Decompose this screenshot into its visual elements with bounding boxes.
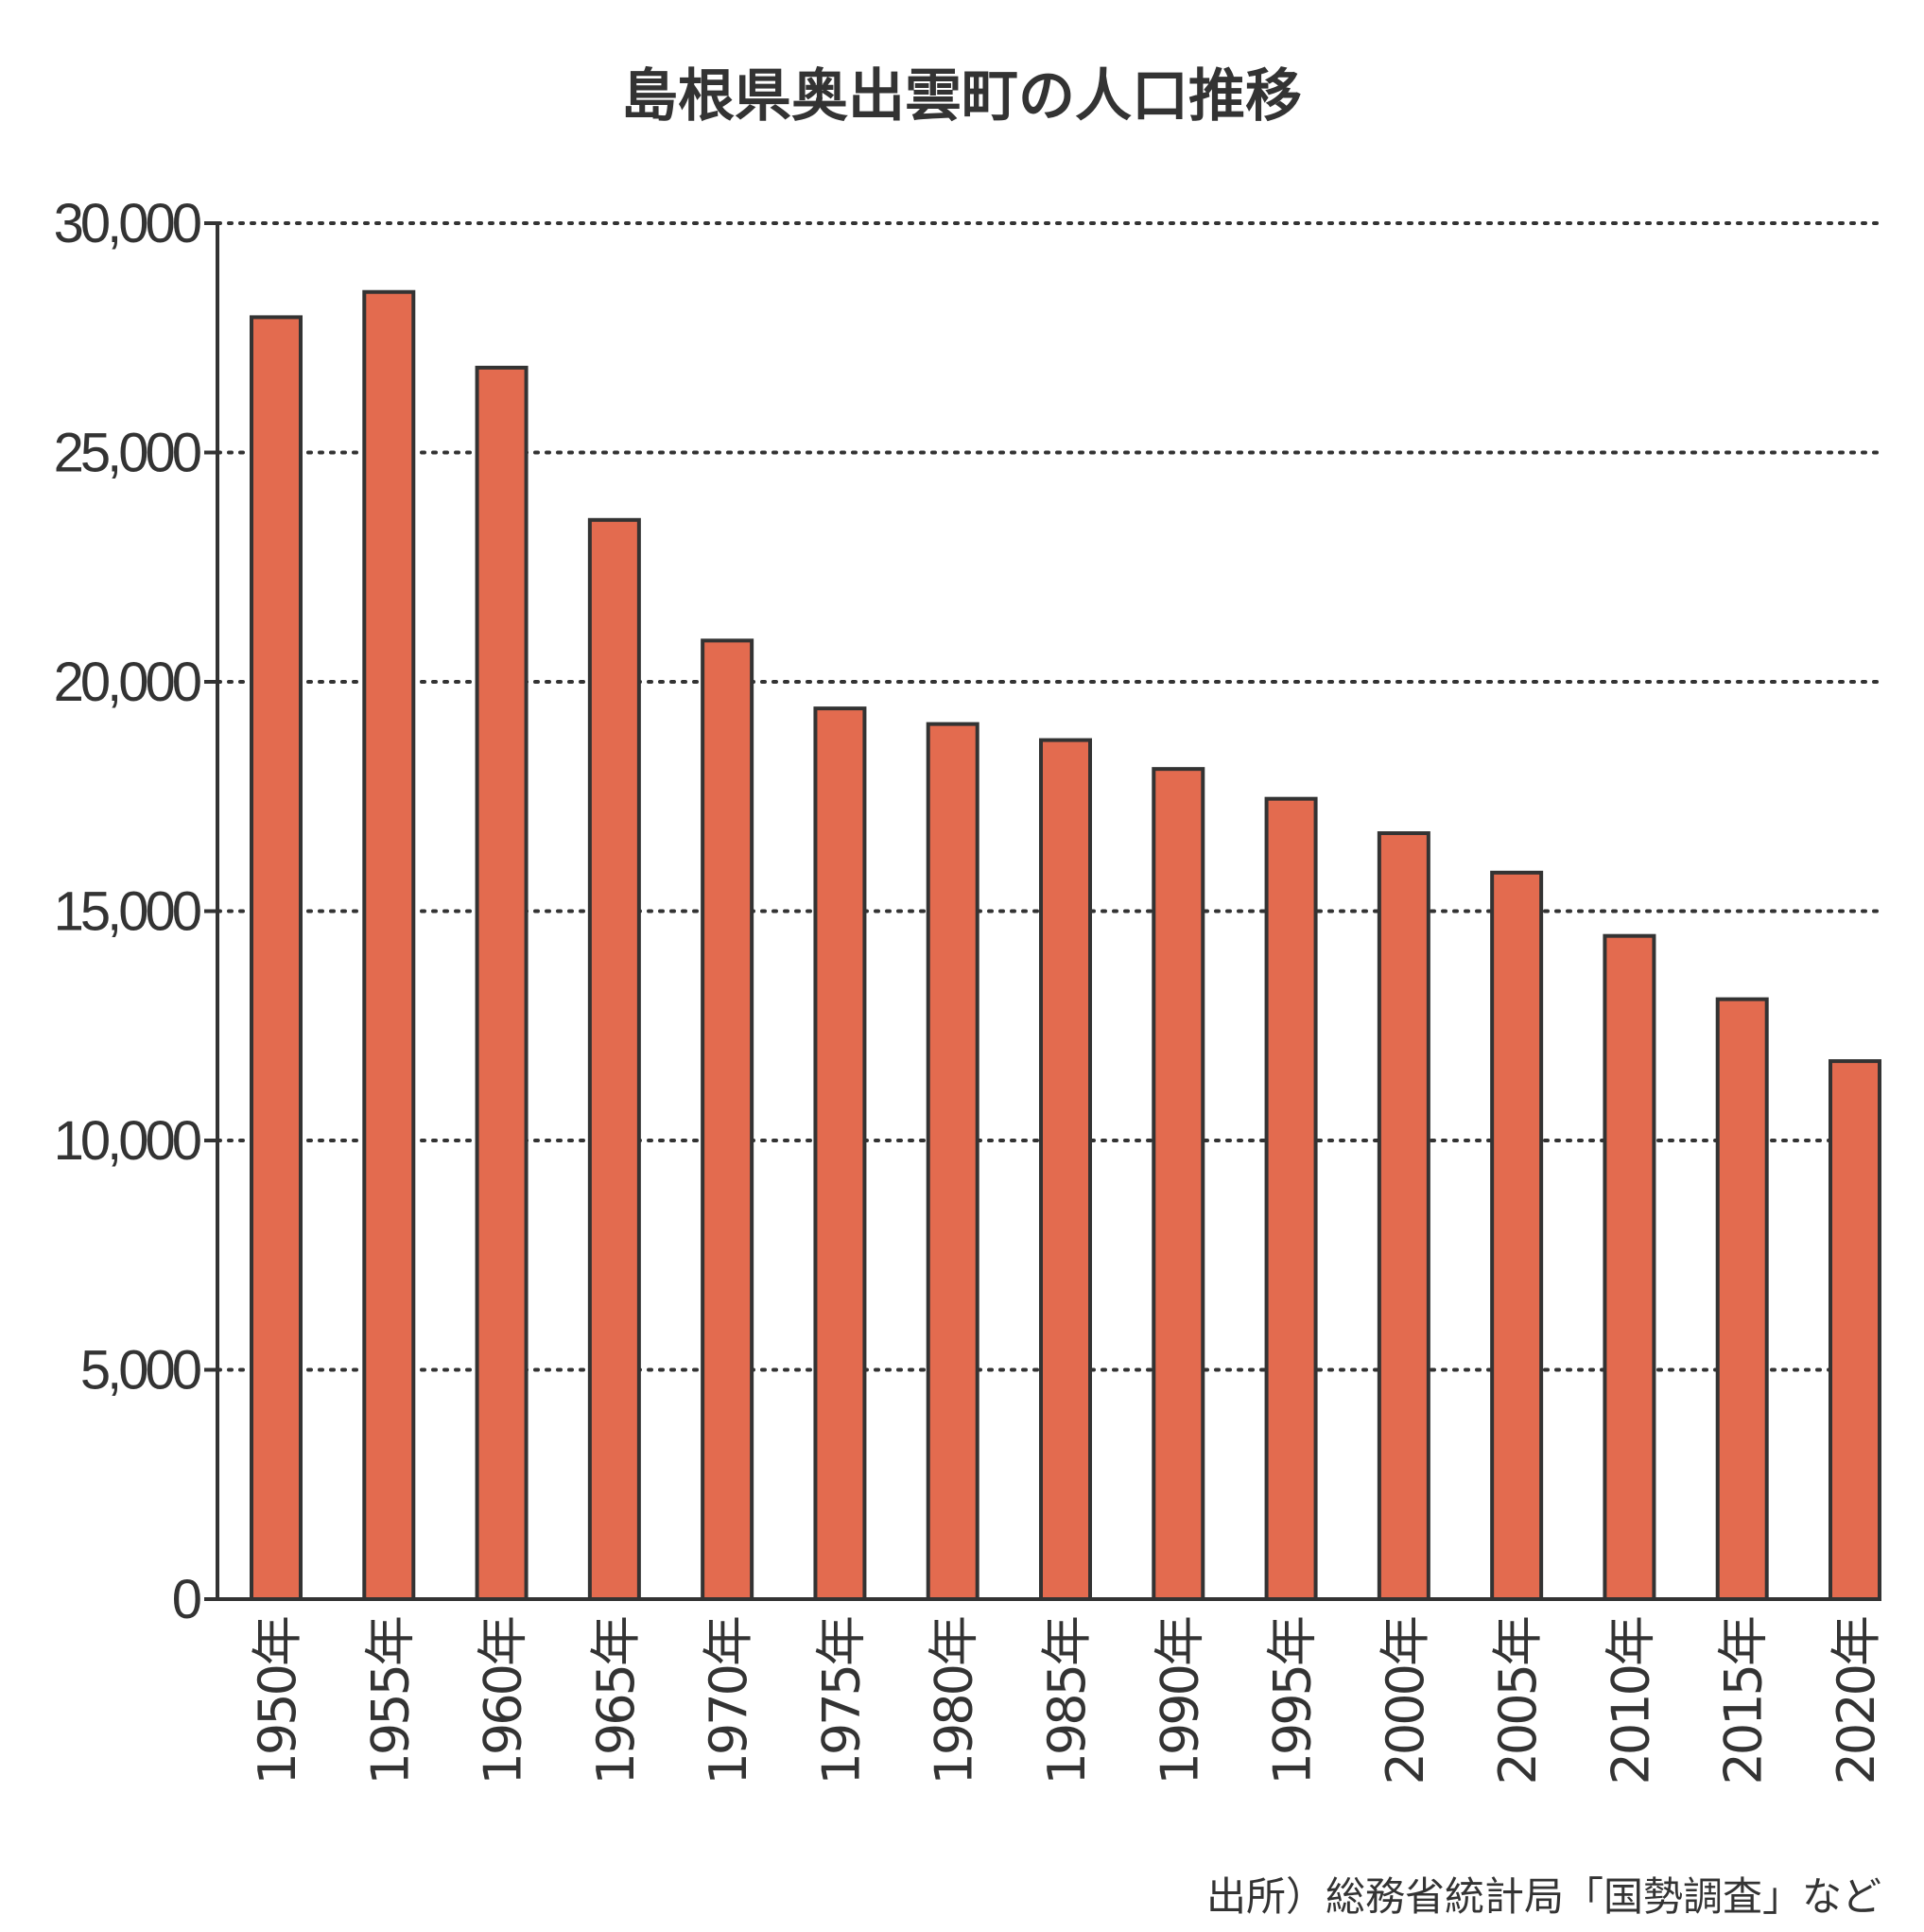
- bar: [1490, 870, 1544, 1601]
- y-tick-label: 10,000: [54, 1110, 200, 1172]
- x-tick-label: 1970年: [699, 1617, 758, 1784]
- bars: [250, 289, 1881, 1601]
- bar: [587, 517, 641, 1601]
- x-tick-label: 1995年: [1263, 1617, 1323, 1784]
- y-tick-label: 15,000: [54, 881, 200, 943]
- x-tick-label: 1955年: [360, 1617, 420, 1784]
- bar: [701, 638, 754, 1601]
- bar: [475, 365, 529, 1601]
- bar: [1603, 933, 1656, 1601]
- bar: [1829, 1059, 1881, 1601]
- y-tick-label: 25,000: [54, 423, 200, 484]
- source-note: 出所）総務省統計局「国勢調査」など: [1206, 1873, 1881, 1920]
- x-tick-label: 2010年: [1601, 1617, 1660, 1784]
- y-tick-label: 5,000: [80, 1340, 200, 1401]
- y-tick-label: 0: [172, 1569, 200, 1630]
- bar: [250, 315, 303, 1601]
- x-tick-label: 2000年: [1376, 1617, 1435, 1784]
- x-tick-label: 1980年: [925, 1617, 984, 1784]
- bar: [1715, 997, 1769, 1601]
- x-tick-label: 1985年: [1037, 1617, 1097, 1784]
- chart-title: 島根県奥出雲町の人口推移: [621, 63, 1302, 130]
- bar: [362, 289, 416, 1601]
- x-tick-label: 1990年: [1150, 1617, 1209, 1784]
- x-axis-labels: 1950年 1955年 1960年 1965年 1970年 1975年 1980年 1985年…: [248, 1617, 1886, 1784]
- bar: [1039, 738, 1092, 1601]
- x-tick-label: 1975年: [811, 1617, 871, 1784]
- x-tick-label: 2005年: [1488, 1617, 1548, 1784]
- x-tick-label: 2020年: [1827, 1617, 1886, 1784]
- y-axis-ticks: 0 5,000 10,000 15,000 20,000 25,000 30,000: [54, 193, 217, 1630]
- bar: [1152, 767, 1205, 1601]
- x-tick-label: 2015年: [1714, 1617, 1774, 1784]
- bar: [1264, 796, 1318, 1601]
- bar: [1377, 831, 1430, 1601]
- x-tick-label: 1965年: [586, 1617, 646, 1784]
- bar: [813, 706, 867, 1601]
- bar: [926, 722, 979, 1601]
- y-tick-label: 20,000: [54, 652, 200, 713]
- x-tick-label: 1950年: [248, 1617, 307, 1784]
- y-tick-label: 30,000: [54, 193, 200, 254]
- x-tick-label: 1960年: [474, 1617, 533, 1784]
